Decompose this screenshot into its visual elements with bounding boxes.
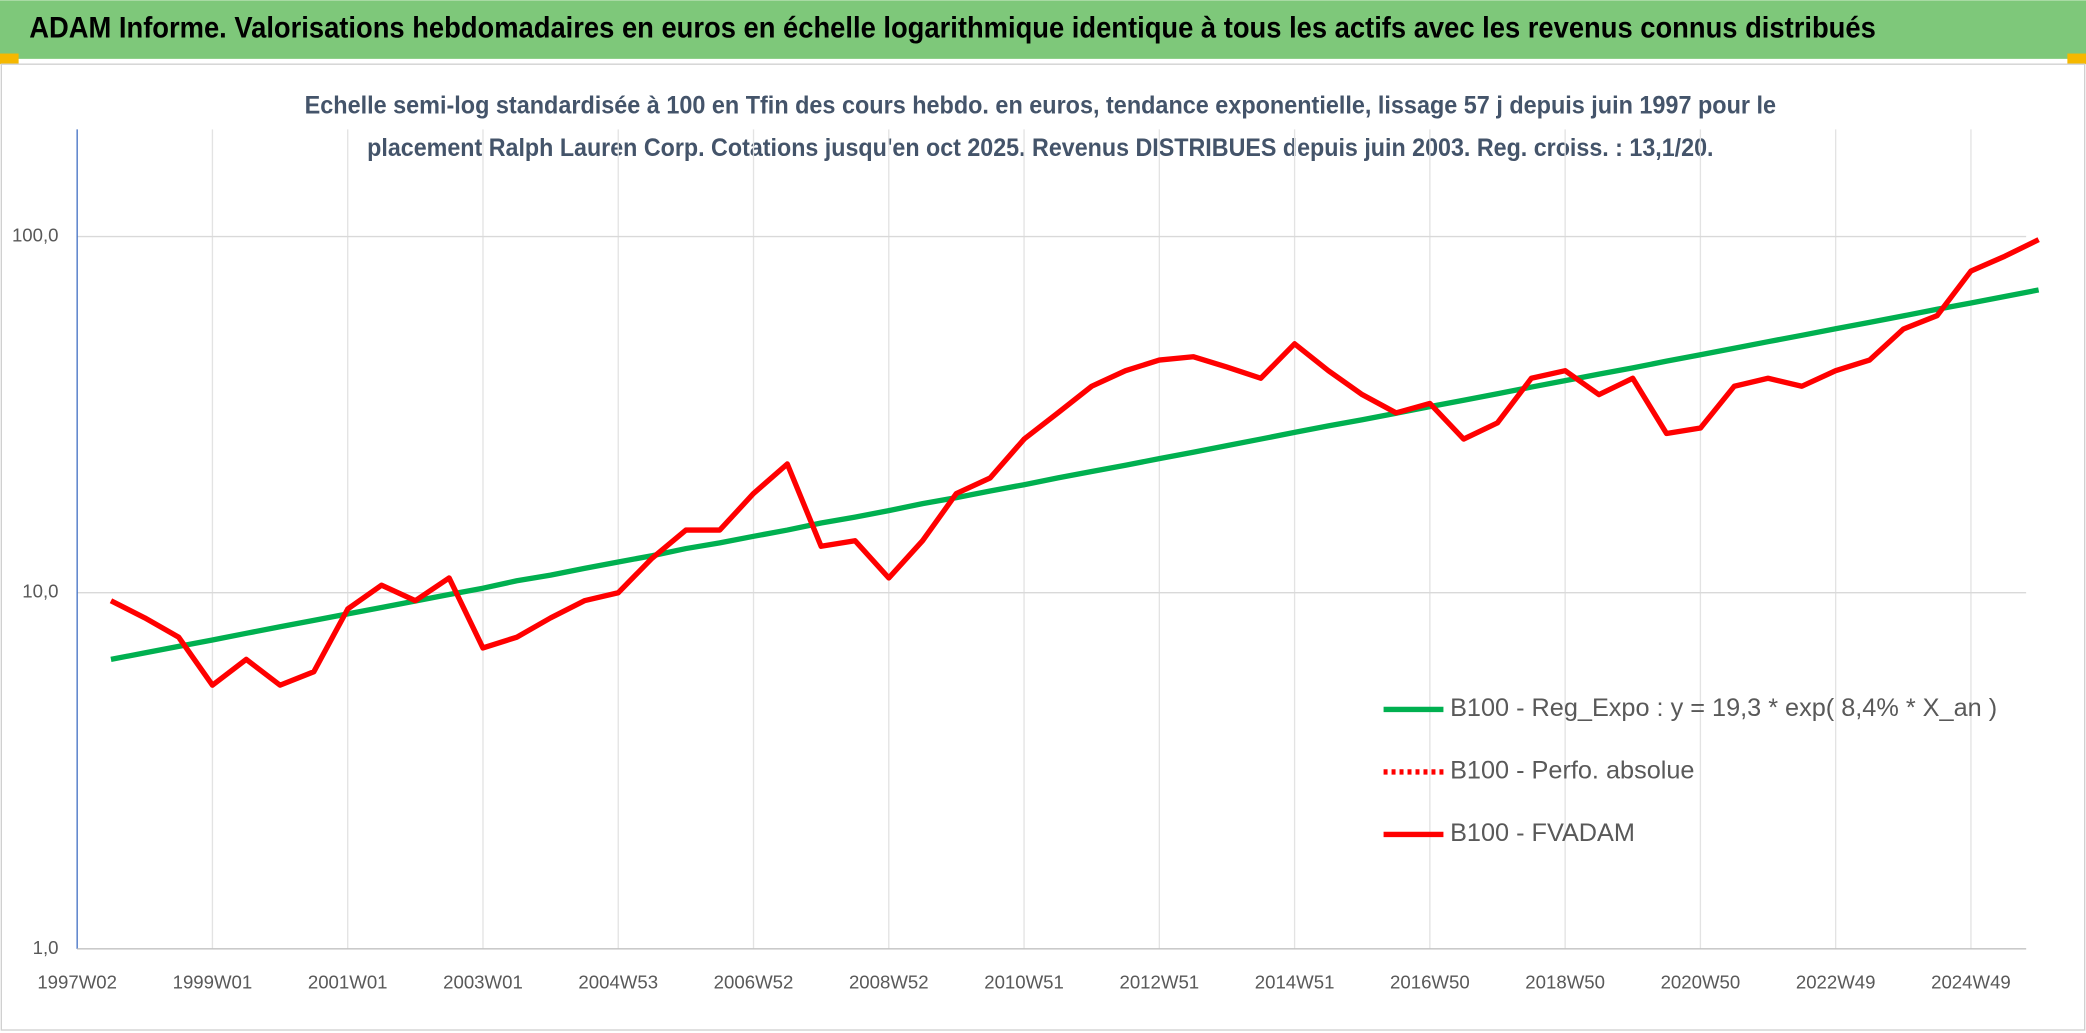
corner xyxy=(2067,53,2086,65)
x-tick-label: 2004W53 xyxy=(578,971,658,992)
legend-label: B100 - Perfo. absolue xyxy=(1450,757,1694,785)
chart-frame xyxy=(0,63,2086,1031)
x-tick-label: 2022W49 xyxy=(1796,971,1876,992)
x-tick-label: 2014W51 xyxy=(1255,971,1335,992)
x-tick-label: 1999W01 xyxy=(173,971,253,992)
x-tick-label: 2020W50 xyxy=(1661,971,1741,992)
header-bar xyxy=(0,0,2086,59)
chart-subtitle: placement Ralph Lauren Corp. Cotations j… xyxy=(367,134,1713,162)
chart-subtitle: Echelle semi-log standardisée à 100 en T… xyxy=(305,91,1776,119)
series-line xyxy=(109,237,2040,688)
y-tick-label: 1,0 xyxy=(33,937,59,958)
x-tick-label: 2016W50 xyxy=(1390,971,1470,992)
x-tick-label: 2024W49 xyxy=(1931,971,2011,992)
x-tick-label: 2001W01 xyxy=(308,971,388,992)
x-tick-label: 2012W51 xyxy=(1119,971,1199,992)
x-tick-label: 2003W01 xyxy=(443,971,523,992)
x-tick-label: 2008W52 xyxy=(849,971,929,992)
x-tick-label: 2018W50 xyxy=(1525,971,1605,992)
corner xyxy=(0,53,19,65)
y-tick-label: 10,0 xyxy=(22,581,58,602)
legend-label: B100 - Reg_Expo : y = 19,3 * exp( 8,4% *… xyxy=(1450,694,1997,722)
legend-label: B100 - FVADAM xyxy=(1450,819,1635,847)
y-tick-label: 100,0 xyxy=(12,224,59,245)
series-line xyxy=(110,287,2040,662)
x-tick-label: 2010W51 xyxy=(984,971,1064,992)
x-tick-label: 1997W02 xyxy=(37,971,117,992)
x-tick-label: 2006W52 xyxy=(714,971,794,992)
chart-title: ADAM Informe. Valorisations hebdomadaire… xyxy=(29,12,1876,44)
